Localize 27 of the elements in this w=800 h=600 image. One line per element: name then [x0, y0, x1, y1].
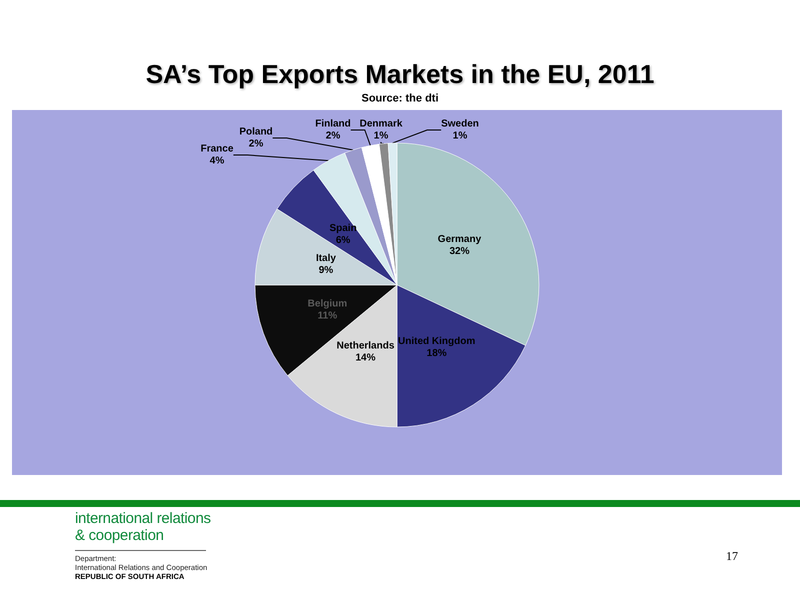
- text: 17: [726, 549, 738, 563]
- slice-label: Italy: [316, 252, 336, 264]
- slice-label: Netherlands: [336, 340, 395, 352]
- slice-label: Finland: [315, 118, 351, 130]
- slice-label: Belgium: [308, 298, 348, 310]
- data-label: 32%: [449, 246, 470, 257]
- data-label: 9%: [318, 264, 334, 276]
- text: international relations: [75, 510, 211, 527]
- chart-title: SA’s Top Exports Markets in the EU, 2011: [146, 59, 654, 89]
- slice-label: Spain: [329, 222, 357, 234]
- data-label: 6%: [336, 234, 350, 246]
- data-label: 11%: [318, 310, 338, 322]
- chart-subtitle: Source: the dti: [361, 92, 439, 104]
- slice-label: Germany: [438, 234, 482, 245]
- data-label: 2%: [248, 138, 264, 150]
- text: & cooperation: [75, 527, 164, 544]
- slice-label: United Kingdom: [398, 336, 476, 347]
- data-label: 1%: [374, 130, 388, 142]
- data-label: 4%: [210, 156, 224, 166]
- slice-label: Denmark: [360, 118, 403, 130]
- slice-label: Sweden: [441, 118, 479, 130]
- data-label: 14%: [355, 352, 376, 364]
- data-label: 2%: [326, 130, 340, 142]
- data-label: 18%: [426, 348, 447, 359]
- slice-label: France: [200, 144, 234, 154]
- data-label: 1%: [452, 130, 468, 142]
- slice-label: Poland: [239, 126, 273, 138]
